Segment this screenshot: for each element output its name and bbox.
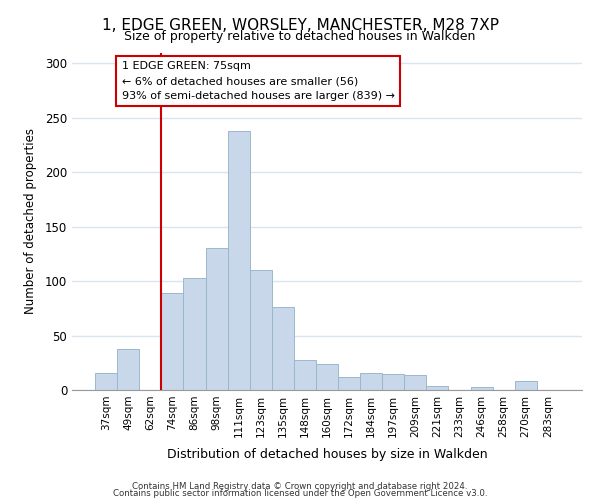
Bar — [184, 278, 206, 390]
Y-axis label: Number of detached properties: Number of detached properties — [23, 128, 37, 314]
Text: 1 EDGE GREEN: 75sqm
← 6% of detached houses are smaller (56)
93% of semi-detache: 1 EDGE GREEN: 75sqm ← 6% of detached hou… — [122, 61, 395, 101]
Bar — [206, 248, 227, 390]
Bar — [515, 382, 537, 390]
Text: 1, EDGE GREEN, WORSLEY, MANCHESTER, M28 7XP: 1, EDGE GREEN, WORSLEY, MANCHESTER, M28 … — [101, 18, 499, 32]
Bar — [470, 386, 493, 390]
Bar — [316, 364, 338, 390]
Bar — [404, 375, 427, 390]
Bar — [427, 386, 448, 390]
Bar — [272, 308, 294, 390]
Text: Contains public sector information licensed under the Open Government Licence v3: Contains public sector information licen… — [113, 490, 487, 498]
Bar — [294, 360, 316, 390]
Text: Size of property relative to detached houses in Walkden: Size of property relative to detached ho… — [124, 30, 476, 43]
Bar — [382, 374, 404, 390]
Bar — [338, 377, 360, 390]
Text: Contains HM Land Registry data © Crown copyright and database right 2024.: Contains HM Land Registry data © Crown c… — [132, 482, 468, 491]
Bar — [360, 372, 382, 390]
Bar — [117, 348, 139, 390]
X-axis label: Distribution of detached houses by size in Walkden: Distribution of detached houses by size … — [167, 448, 487, 461]
Bar — [161, 293, 184, 390]
Bar — [227, 131, 250, 390]
Bar — [95, 372, 117, 390]
Bar — [250, 270, 272, 390]
